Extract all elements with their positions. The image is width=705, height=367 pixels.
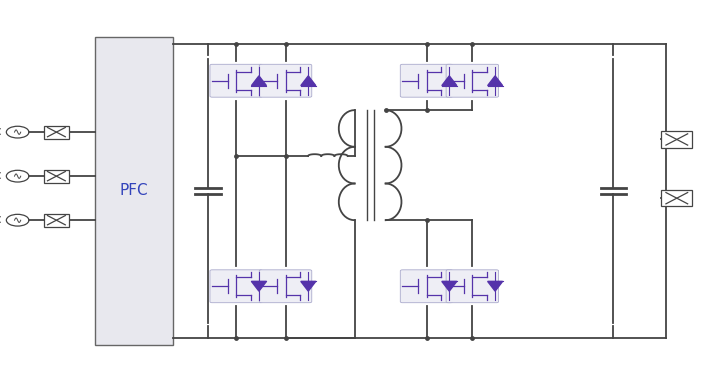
Text: AC: AC xyxy=(0,172,2,181)
FancyBboxPatch shape xyxy=(400,64,453,97)
Bar xyxy=(661,131,692,148)
FancyBboxPatch shape xyxy=(259,64,312,97)
Polygon shape xyxy=(252,281,266,291)
Bar xyxy=(95,37,173,345)
FancyBboxPatch shape xyxy=(210,64,262,97)
FancyBboxPatch shape xyxy=(400,270,453,303)
Text: AC: AC xyxy=(0,128,2,137)
FancyBboxPatch shape xyxy=(210,270,262,303)
Polygon shape xyxy=(301,76,316,86)
Polygon shape xyxy=(442,76,457,86)
FancyBboxPatch shape xyxy=(446,270,498,303)
Polygon shape xyxy=(301,281,316,291)
Bar xyxy=(44,214,69,227)
Text: PFC: PFC xyxy=(120,184,148,198)
Bar xyxy=(661,190,692,206)
FancyBboxPatch shape xyxy=(446,64,498,97)
Bar xyxy=(44,126,69,139)
Text: AC: AC xyxy=(0,216,2,225)
Bar xyxy=(44,170,69,183)
Polygon shape xyxy=(488,281,503,291)
Polygon shape xyxy=(488,76,503,86)
Polygon shape xyxy=(442,281,457,291)
Polygon shape xyxy=(252,76,266,86)
FancyBboxPatch shape xyxy=(259,270,312,303)
